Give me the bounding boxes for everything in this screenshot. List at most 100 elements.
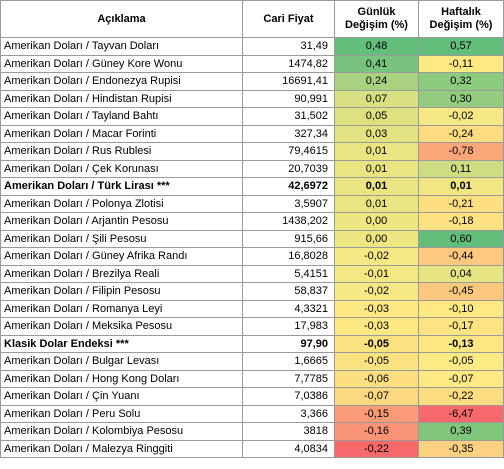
cell-weekly-change: -0,17 [418, 317, 504, 336]
table-row: Amerikan Doları / Hong Kong Doları 7,7785… [0, 369, 504, 388]
cell-name: Amerikan Doları / Macar Forinti [0, 124, 243, 143]
header-name: Açıklama [0, 0, 243, 38]
cell-weekly-change: -0,21 [418, 194, 504, 213]
cell-weekly-change: 0,01 [418, 177, 504, 196]
cell-daily-change: 0,41 [334, 54, 419, 73]
cell-weekly-change: -0,11 [418, 54, 504, 73]
cell-price: 4,0834 [242, 439, 335, 458]
cell-name: Amerikan Doları / Endonezya Rupisi [0, 72, 243, 91]
cell-weekly-change: -0,10 [418, 299, 504, 318]
cell-weekly-change: -0,44 [418, 247, 504, 266]
header-row: Açıklama Cari Fiyat Günlük Değişim (%) Ha… [0, 0, 504, 38]
cell-name: Amerikan Doları / Kolombiya Pesosu [0, 422, 243, 441]
table-row: Amerikan Doları / Rus Rublesi 79,4615 0,01… [0, 142, 504, 161]
cell-price: 79,4615 [242, 142, 335, 161]
cell-daily-change: 0,48 [334, 37, 419, 56]
table-row: Amerikan Doları / Şili Pesosu 915,66 0,00 0… [0, 229, 504, 248]
cell-name: Amerikan Doları / Türk Lirası *** [0, 177, 243, 196]
table-row: Amerikan Doları / Güney Kore Wonu 1474,82… [0, 54, 504, 73]
cell-price: 1474,82 [242, 54, 335, 73]
cell-weekly-change: 0,57 [418, 37, 504, 56]
cell-price: 20,7039 [242, 159, 335, 178]
cell-daily-change: -0,22 [334, 439, 419, 458]
cell-name: Amerikan Doları / Şili Pesosu [0, 229, 243, 248]
table-row: Amerikan Doları / Malezya Ringgiti 4,0834… [0, 439, 504, 458]
table-row: Amerikan Doları / Kolombiya Pesosu 3818 -0… [0, 422, 504, 441]
cell-price: 7,0386 [242, 387, 335, 406]
table-row: Amerikan Doları / Hindistan Rupisi 90,991… [0, 89, 504, 108]
cell-daily-change: 0,03 [334, 124, 419, 143]
cell-daily-change: 0,05 [334, 107, 419, 126]
table-row: Amerikan Doları / Bulgar Levası 1,6665 -0,… [0, 352, 504, 371]
cell-price: 97,90 [242, 334, 335, 353]
cell-price: 90,991 [242, 89, 335, 108]
cell-name: Amerikan Doları / Peru Solu [0, 404, 243, 423]
cell-name: Amerikan Doları / Bulgar Levası [0, 352, 243, 371]
cell-price: 1438,202 [242, 212, 335, 231]
cell-daily-change: 0,01 [334, 142, 419, 161]
table-row: Amerikan Doları / Çek Korunası 20,7039 0,0… [0, 159, 504, 178]
cell-price: 5,4151 [242, 264, 335, 283]
cell-weekly-change: 0,39 [418, 422, 504, 441]
cell-daily-change: -0,02 [334, 247, 419, 266]
cell-daily-change: 0,07 [334, 89, 419, 108]
table-body: Amerikan Doları / Tayvan Doları 31,49 0,48… [0, 37, 504, 458]
cell-daily-change: -0,01 [334, 264, 419, 283]
table-row: Amerikan Doları / Brezilya Reali 5,4151 -0… [0, 264, 504, 283]
cell-daily-change: 0,00 [334, 229, 419, 248]
cell-daily-change: -0,02 [334, 282, 419, 301]
cell-daily-change: -0,05 [334, 352, 419, 371]
header-daily-change: Günlük Değişim (%) [334, 0, 419, 38]
cell-name: Amerikan Doları / Çek Korunası [0, 159, 243, 178]
cell-weekly-change: 0,32 [418, 72, 504, 91]
cell-name: Amerikan Doları / Hindistan Rupisi [0, 89, 243, 108]
cell-daily-change: -0,06 [334, 369, 419, 388]
cell-name: Amerikan Doları / Tayland Bahtı [0, 107, 243, 126]
cell-weekly-change: 0,04 [418, 264, 504, 283]
cell-price: 3818 [242, 422, 335, 441]
cell-weekly-change: -0,22 [418, 387, 504, 406]
cell-price: 31,502 [242, 107, 335, 126]
cell-name: Amerikan Doları / Rus Rublesi [0, 142, 243, 161]
cell-price: 4,3321 [242, 299, 335, 318]
cell-weekly-change: 0,60 [418, 229, 504, 248]
cell-daily-change: -0,03 [334, 299, 419, 318]
cell-weekly-change: -0,78 [418, 142, 504, 161]
cell-name: Klasik Dolar Endeksi *** [0, 334, 243, 353]
cell-price: 3,5907 [242, 194, 335, 213]
cell-daily-change: 0,01 [334, 194, 419, 213]
cell-name: Amerikan Doları / Filipin Pesosu [0, 282, 243, 301]
cell-weekly-change: -0,18 [418, 212, 504, 231]
cell-daily-change: -0,16 [334, 422, 419, 441]
cell-daily-change: 0,24 [334, 72, 419, 91]
cell-price: 16691,41 [242, 72, 335, 91]
cell-name: Amerikan Doları / Malezya Ringgiti [0, 439, 243, 458]
table-row: Amerikan Doları / Macar Forinti 327,34 0,0… [0, 124, 504, 143]
cell-daily-change: -0,05 [334, 334, 419, 353]
cell-daily-change: -0,03 [334, 317, 419, 336]
cell-name: Amerikan Doları / Güney Kore Wonu [0, 54, 243, 73]
table-row: Amerikan Doları / Peru Solu 3,366 -0,15 -6,… [0, 404, 504, 423]
cell-weekly-change: 0,11 [418, 159, 504, 178]
cell-name: Amerikan Doları / Arjantin Pesosu [0, 212, 243, 231]
cell-price: 58,837 [242, 282, 335, 301]
table-row: Amerikan Doları / Polonya Zlotisi 3,5907 0… [0, 194, 504, 213]
header-weekly-change: Haftalık Değişim (%) [418, 0, 504, 38]
cell-weekly-change: -0,35 [418, 439, 504, 458]
cell-price: 17,983 [242, 317, 335, 336]
table-row: Amerikan Doları / Arjantin Pesosu 1438,20… [0, 212, 504, 231]
cell-price: 327,34 [242, 124, 335, 143]
table-row: Amerikan Doları / Tayvan Doları 31,49 0,48… [0, 37, 504, 56]
cell-weekly-change: -0,07 [418, 369, 504, 388]
table-row: Amerikan Doları / Türk Lirası *** 42,6972… [0, 177, 504, 196]
table-row: Amerikan Doları / Çin Yuanı 7,0386 -0,07 -0… [0, 387, 504, 406]
cell-weekly-change: -6,47 [418, 404, 504, 423]
cell-name: Amerikan Doları / Romanya Leyi [0, 299, 243, 318]
cell-price: 1,6665 [242, 352, 335, 371]
cell-weekly-change: -0,02 [418, 107, 504, 126]
cell-weekly-change: -0,45 [418, 282, 504, 301]
table-row: Amerikan Doları / Endonezya Rupisi 16691,… [0, 72, 504, 91]
cell-weekly-change: 0,30 [418, 89, 504, 108]
fx-table: Açıklama Cari Fiyat Günlük Değişim (%) Ha… [0, 0, 504, 458]
table-row: Amerikan Doları / Filipin Pesosu 58,837 -0… [0, 282, 504, 301]
